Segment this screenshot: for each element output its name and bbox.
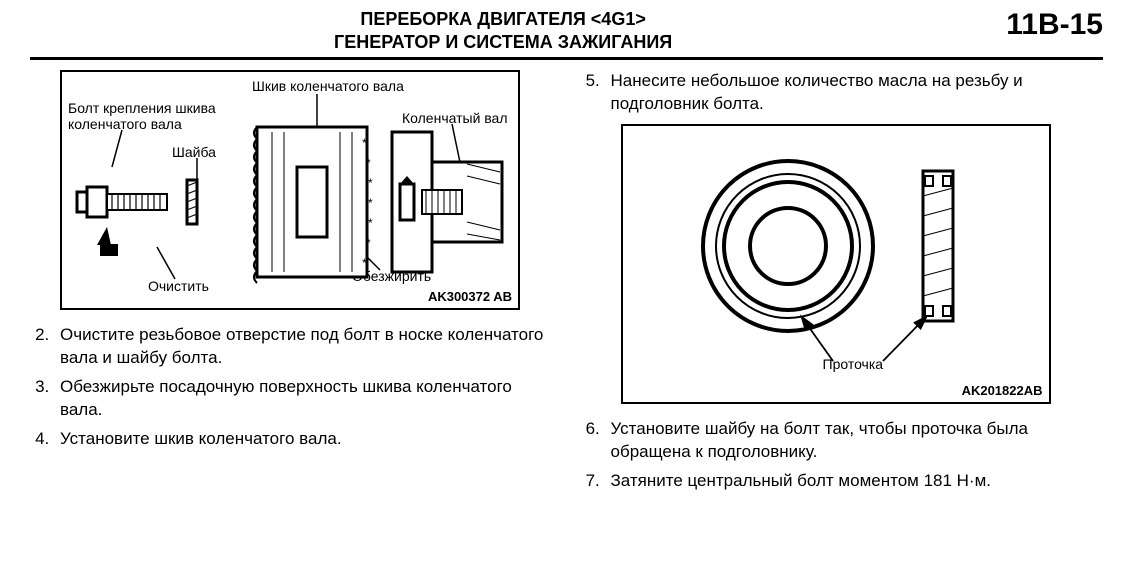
svg-text:*: * xyxy=(366,156,371,170)
content-columns: Шкив коленчатого вала Болт крепления шки… xyxy=(30,70,1103,499)
page-number: 11B-15 xyxy=(976,8,1103,42)
right-column: Нанесите небольшое количество масла на р… xyxy=(581,70,1104,499)
header-titles: ПЕРЕБОРКА ДВИГАТЕЛЯ <4G1> ГЕНЕРАТОР И СИ… xyxy=(30,8,976,53)
step-item: Установите шайбу на болт так, чтобы прот… xyxy=(605,418,1104,464)
svg-text:*: * xyxy=(368,176,373,190)
steps-left: Очистите резьбовое отверстие под болт в … xyxy=(30,324,553,451)
crankshaft-pulley-diagram: * * * * * * * xyxy=(62,72,522,312)
header-title-line2: ГЕНЕРАТОР И СИСТЕМА ЗАЖИГАНИЯ xyxy=(30,31,976,54)
svg-text:*: * xyxy=(362,256,367,270)
steps-right-first: Нанесите небольшое количество масла на р… xyxy=(581,70,1104,116)
figure-id-left: AK300372 AB xyxy=(428,289,512,304)
manual-page: ПЕРЕБОРКА ДВИГАТЕЛЯ <4G1> ГЕНЕРАТОР И СИ… xyxy=(0,0,1133,587)
step-item: Установите шкив коленчатого вала. xyxy=(54,428,553,451)
step-item: Очистите резьбовое отверстие под болт в … xyxy=(54,324,553,370)
svg-text:*: * xyxy=(362,136,367,150)
figure-id-right: AK201822AB xyxy=(962,383,1043,398)
label-groove: Проточка xyxy=(823,356,884,372)
figure-crankshaft-pulley: Шкив коленчатого вала Болт крепления шки… xyxy=(60,70,520,310)
figure-washer-groove: Проточка AK201822AB xyxy=(621,124,1051,404)
step-item: Нанесите небольшое количество масла на р… xyxy=(605,70,1104,116)
svg-text:*: * xyxy=(368,196,373,210)
step-item: Затяните центральный болт моментом 181 Н… xyxy=(605,470,1104,493)
header-title-line1: ПЕРЕБОРКА ДВИГАТЕЛЯ <4G1> xyxy=(30,8,976,31)
left-column: Шкив коленчатого вала Болт крепления шки… xyxy=(30,70,553,499)
steps-right-rest: Установите шайбу на болт так, чтобы прот… xyxy=(581,418,1104,493)
svg-text:*: * xyxy=(368,216,373,230)
svg-text:*: * xyxy=(366,236,371,250)
step-item: Обезжирьте посадочную поверхность шкива … xyxy=(54,376,553,422)
page-header: ПЕРЕБОРКА ДВИГАТЕЛЯ <4G1> ГЕНЕРАТОР И СИ… xyxy=(30,8,1103,60)
